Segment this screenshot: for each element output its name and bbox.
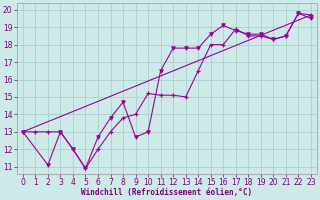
X-axis label: Windchill (Refroidissement éolien,°C): Windchill (Refroidissement éolien,°C): [81, 188, 252, 197]
